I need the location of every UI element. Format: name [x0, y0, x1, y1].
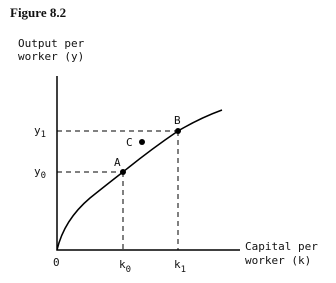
y-tick-label: y0	[34, 165, 46, 181]
point-b	[175, 128, 181, 134]
origin-label: 0	[53, 256, 60, 269]
tick-base: y	[34, 124, 41, 137]
point-label: A	[114, 156, 121, 169]
x-axis-label: worker (k)	[245, 254, 311, 267]
tick-base: y	[34, 165, 41, 178]
y-axis-label: worker (y)	[18, 50, 84, 63]
x-tick-label: k1	[174, 258, 186, 275]
x-axis-label: Capital per	[245, 240, 318, 253]
tick-sub: 1	[181, 265, 186, 275]
tick-base: k	[174, 258, 181, 271]
point-a	[120, 169, 126, 175]
tick-sub: 0	[126, 265, 131, 275]
tick-sub: 1	[41, 130, 46, 140]
point-label: C	[126, 136, 133, 149]
x-tick-label: k0	[119, 258, 131, 275]
y-tick-label: y1	[34, 124, 46, 140]
tick-base: k	[119, 258, 126, 271]
point-label: B	[174, 114, 181, 127]
point-c	[139, 139, 145, 145]
guide-lines	[57, 130, 179, 250]
axes	[56, 76, 240, 251]
y-axis-label: Output per	[18, 37, 85, 50]
figure-title: Figure 8.2	[10, 5, 66, 20]
tick-sub: 0	[41, 171, 46, 181]
